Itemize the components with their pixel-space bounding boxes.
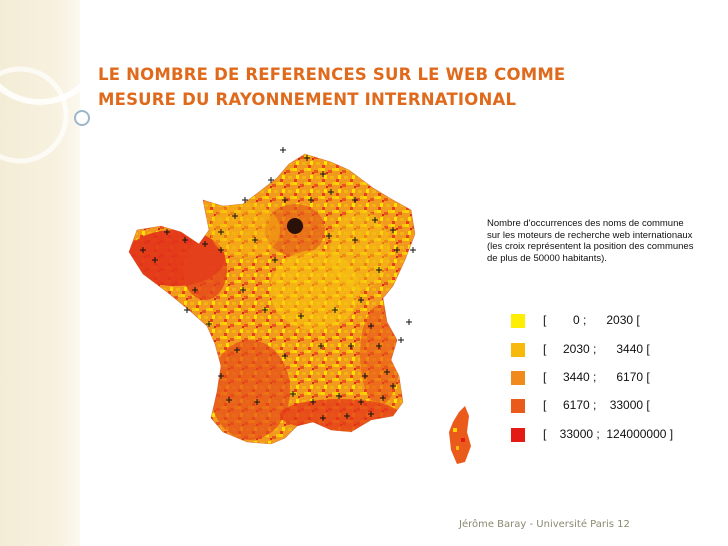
city-cross-marker [280,147,286,153]
city-cross-marker [202,241,208,247]
city-cross-marker [398,337,404,343]
city-cross-marker [206,321,212,327]
city-cross-marker [376,267,382,273]
city-cross-marker [308,197,314,203]
city-cross-marker [348,343,354,349]
legend-range: [ 2030 ; 3440 [ [543,342,650,356]
legend-desc-line-3: (les croix représentent la position des … [487,241,694,252]
city-cross-marker [318,343,324,349]
city-cross-marker [226,397,232,403]
city-cross-marker [290,391,296,397]
city-cross-marker [218,229,224,235]
city-cross-marker [328,189,334,195]
city-cross-marker [218,247,224,253]
city-cross-marker [282,197,288,203]
city-cross-marker [320,171,326,177]
corsica-island [449,406,471,464]
city-cross-marker [368,323,374,329]
city-cross-marker [184,307,190,313]
city-cross-marker [262,307,268,313]
legend-range: [ 3440 ; 6170 [ [543,370,650,384]
legend-swatch [511,314,525,328]
bullet-dot-icon [74,110,90,126]
city-cross-marker [192,287,198,293]
city-cross-marker [344,413,350,419]
legend-class-3: [ 3440 ; 6170 [ [511,370,721,387]
legend-swatch [511,399,525,413]
city-cross-marker [358,399,364,405]
title-line-1: LE NOMBRE DE REFERENCES SUR LE WEB COMME [98,65,566,84]
slide-title: LE NOMBRE DE REFERENCES SUR LE WEB COMME… [98,62,658,112]
city-crosses [140,147,416,421]
city-cross-marker [252,237,258,243]
legend-desc-line-2: sur les moteurs de recherche web interna… [487,229,693,241]
decorative-circles [0,0,105,164]
city-cross-marker [304,155,310,161]
legend-desc-line-1: Nombre d'occurrences des noms de commune [487,218,684,229]
city-cross-marker [298,313,304,319]
legend-desc-line-4: de plus de 50000 habitants). [487,252,607,264]
city-cross-marker [242,197,248,203]
city-cross-marker [362,373,368,379]
city-cross-marker [410,247,416,253]
city-cross-marker [406,319,412,325]
city-cross-marker [326,233,332,239]
city-cross-marker [282,353,288,359]
legend-class-4: [ 6170 ; 33000 [ [511,398,721,415]
legend-swatch [511,371,525,385]
legend-swatch [511,428,525,442]
city-cross-marker [272,257,278,263]
city-cross-marker [320,415,326,421]
city-cross-marker [310,399,316,405]
city-cross-marker [240,287,246,293]
legend-class-5: [ 33000 ; 124000000 ] [511,427,721,444]
legend-description: Nombre d'occurrences des noms de commune… [487,218,717,264]
city-cross-marker [164,229,170,235]
city-cross-marker [368,411,374,417]
city-cross-marker [390,227,396,233]
decorative-side-band [0,0,80,546]
legend-class-2: [ 2030 ; 3440 [ [511,342,721,359]
legend-range: [ 33000 ; 124000000 ] [543,427,674,441]
city-cross-marker [140,247,146,253]
france-choropleth-map [128,147,471,464]
city-cross-marker [358,297,364,303]
city-cross-marker [254,399,260,405]
title-line-2: MESURE DU RAYONNEMENT INTERNATIONAL [98,90,517,109]
slide-footer: Jérôme Baray - Université Paris 12 [459,519,630,530]
city-cross-marker [390,383,396,389]
legend-class-1: [ 0 ; 2030 [ [511,313,721,330]
city-cross-marker [352,237,358,243]
city-cross-marker [332,307,338,313]
city-cross-marker [152,257,158,263]
city-cross-marker [182,237,188,243]
city-cross-marker [232,213,238,219]
city-cross-marker [376,343,382,349]
city-cross-marker [380,395,386,401]
city-cross-marker [268,177,274,183]
city-cross-marker [394,247,400,253]
city-cross-marker [234,347,240,353]
legend-range: [ 6170 ; 33000 [ [543,398,650,412]
city-cross-marker [384,369,390,375]
city-cross-marker [352,197,358,203]
legend-range: [ 0 ; 2030 [ [543,313,640,327]
paris-cluster-marker [287,218,303,234]
legend-swatch [511,343,525,357]
city-cross-marker [218,373,224,379]
city-cross-marker [336,393,342,399]
city-cross-marker [372,217,378,223]
